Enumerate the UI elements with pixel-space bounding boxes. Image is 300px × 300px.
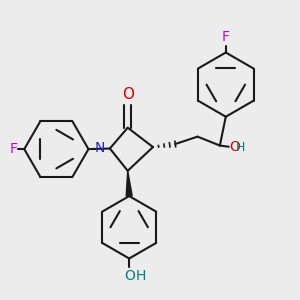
Text: H: H — [236, 140, 246, 154]
Text: O: O — [230, 140, 240, 154]
Polygon shape — [126, 171, 132, 196]
Text: O: O — [124, 269, 135, 283]
Text: F: F — [10, 142, 18, 156]
Text: N: N — [94, 141, 104, 155]
Text: O: O — [122, 87, 134, 102]
Text: H: H — [136, 269, 146, 283]
Text: F: F — [222, 30, 230, 44]
